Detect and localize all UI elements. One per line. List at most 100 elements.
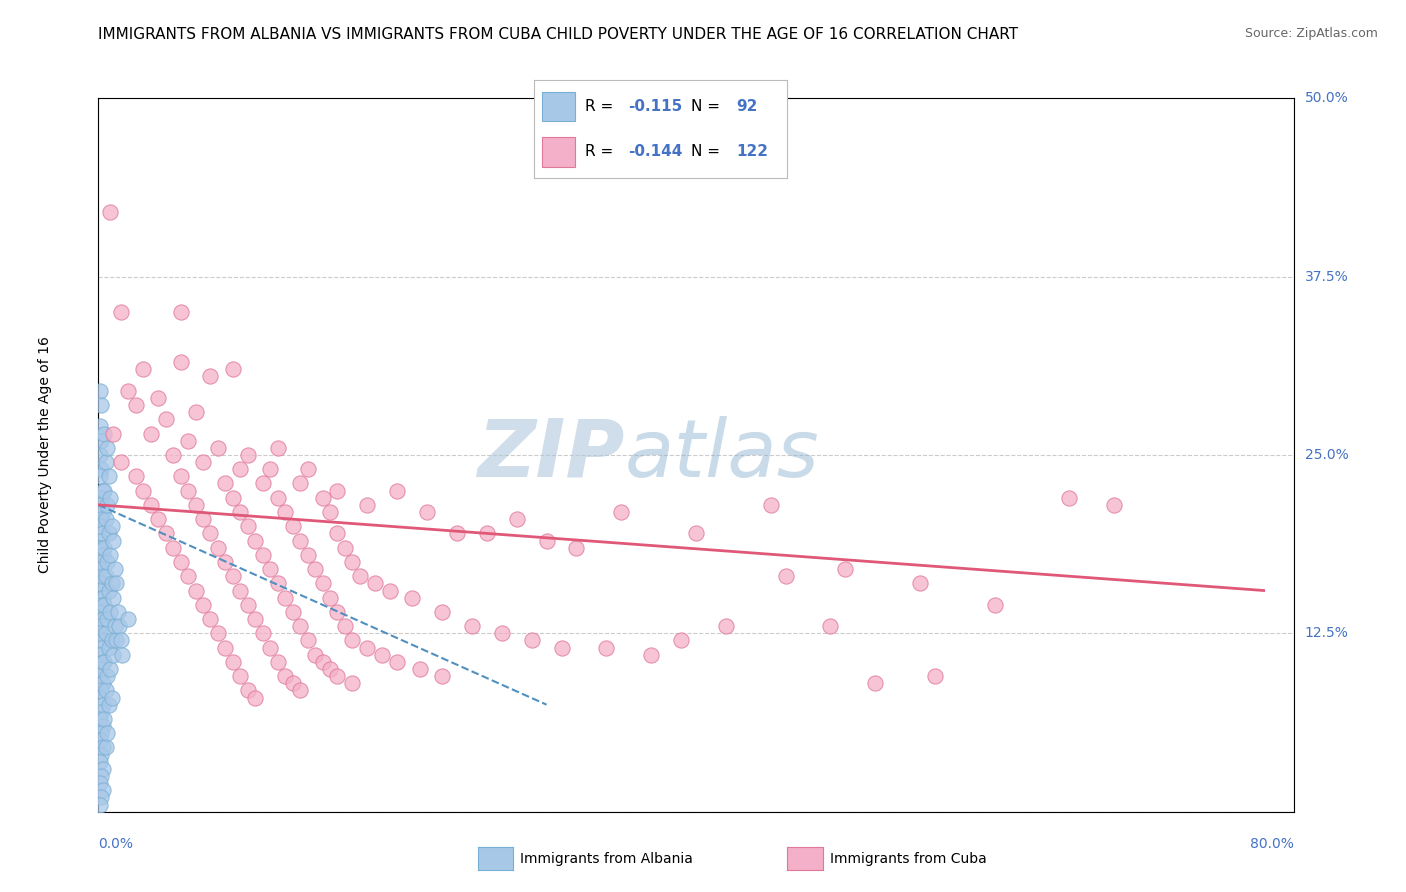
Point bbox=[91, 762, 114, 776]
Point bbox=[371, 648, 394, 662]
Point bbox=[281, 676, 304, 690]
Point bbox=[304, 648, 326, 662]
Point bbox=[91, 719, 114, 733]
Point bbox=[101, 519, 124, 533]
Point bbox=[101, 576, 124, 591]
Point bbox=[207, 441, 229, 455]
Point bbox=[105, 633, 128, 648]
Point bbox=[207, 626, 229, 640]
Point bbox=[177, 434, 200, 448]
Point bbox=[90, 683, 112, 698]
Point bbox=[342, 633, 364, 648]
Text: 37.5%: 37.5% bbox=[1305, 269, 1348, 284]
Point bbox=[536, 533, 558, 548]
Point bbox=[326, 526, 349, 541]
Point bbox=[214, 476, 236, 491]
Text: IMMIGRANTS FROM ALBANIA VS IMMIGRANTS FROM CUBA CHILD POVERTY UNDER THE AGE OF 1: IMMIGRANTS FROM ALBANIA VS IMMIGRANTS FR… bbox=[98, 27, 1018, 42]
Point bbox=[259, 562, 281, 576]
Point bbox=[104, 619, 127, 633]
Point bbox=[98, 605, 122, 619]
Point bbox=[117, 612, 139, 626]
Text: Immigrants from Albania: Immigrants from Albania bbox=[520, 852, 693, 865]
Text: Source: ZipAtlas.com: Source: ZipAtlas.com bbox=[1244, 27, 1378, 40]
Point bbox=[89, 562, 111, 576]
Point bbox=[311, 576, 333, 591]
Point bbox=[97, 526, 120, 541]
Point bbox=[550, 640, 572, 655]
Point bbox=[89, 498, 111, 512]
Point bbox=[342, 676, 364, 690]
Point bbox=[90, 705, 112, 719]
Point bbox=[97, 698, 120, 712]
Point bbox=[91, 505, 114, 519]
Point bbox=[90, 462, 112, 476]
Point bbox=[333, 541, 356, 555]
Point bbox=[98, 662, 122, 676]
Point bbox=[430, 605, 453, 619]
Point bbox=[311, 655, 333, 669]
Text: N =: N = bbox=[692, 99, 720, 114]
Point bbox=[132, 483, 155, 498]
Point bbox=[245, 612, 267, 626]
Point bbox=[252, 476, 274, 491]
Point bbox=[191, 455, 214, 469]
Point bbox=[245, 533, 267, 548]
Point bbox=[96, 441, 118, 455]
Point bbox=[91, 526, 114, 541]
Point bbox=[105, 576, 128, 591]
Point bbox=[90, 769, 112, 783]
Point bbox=[775, 569, 797, 583]
Point bbox=[101, 633, 124, 648]
Point bbox=[90, 491, 112, 505]
Point bbox=[139, 426, 162, 441]
Point bbox=[89, 519, 111, 533]
Point bbox=[865, 676, 887, 690]
Point bbox=[378, 583, 401, 598]
Point bbox=[91, 698, 114, 712]
Point bbox=[89, 669, 111, 683]
Point bbox=[184, 405, 207, 419]
Point bbox=[236, 683, 259, 698]
Point bbox=[214, 640, 236, 655]
Text: 92: 92 bbox=[737, 99, 758, 114]
Point bbox=[101, 690, 124, 705]
Point bbox=[93, 483, 115, 498]
Point bbox=[94, 455, 117, 469]
Point bbox=[416, 505, 439, 519]
Point bbox=[408, 662, 430, 676]
Point bbox=[222, 491, 245, 505]
Point bbox=[89, 797, 111, 812]
Text: -0.144: -0.144 bbox=[628, 145, 682, 160]
Point bbox=[107, 605, 129, 619]
Point bbox=[90, 598, 112, 612]
Point bbox=[132, 362, 155, 376]
Point bbox=[446, 526, 468, 541]
Point bbox=[229, 462, 252, 476]
Point bbox=[491, 626, 513, 640]
Point bbox=[96, 726, 118, 740]
Point bbox=[430, 669, 453, 683]
Point bbox=[267, 655, 290, 669]
Point bbox=[565, 541, 588, 555]
Point bbox=[304, 562, 326, 576]
Point bbox=[125, 469, 148, 483]
Point bbox=[93, 426, 115, 441]
Point bbox=[93, 712, 115, 726]
Point bbox=[90, 790, 112, 805]
Point bbox=[200, 612, 222, 626]
Point bbox=[685, 526, 707, 541]
Point bbox=[155, 526, 177, 541]
Point bbox=[93, 541, 115, 555]
Point bbox=[89, 448, 111, 462]
Point bbox=[908, 576, 931, 591]
Point bbox=[297, 462, 319, 476]
Point bbox=[281, 605, 304, 619]
Point bbox=[93, 655, 115, 669]
Point bbox=[90, 747, 112, 762]
Point bbox=[229, 505, 252, 519]
Point bbox=[200, 526, 222, 541]
Point bbox=[110, 305, 132, 319]
Point bbox=[714, 619, 737, 633]
Text: 25.0%: 25.0% bbox=[1305, 448, 1348, 462]
Point bbox=[274, 505, 297, 519]
